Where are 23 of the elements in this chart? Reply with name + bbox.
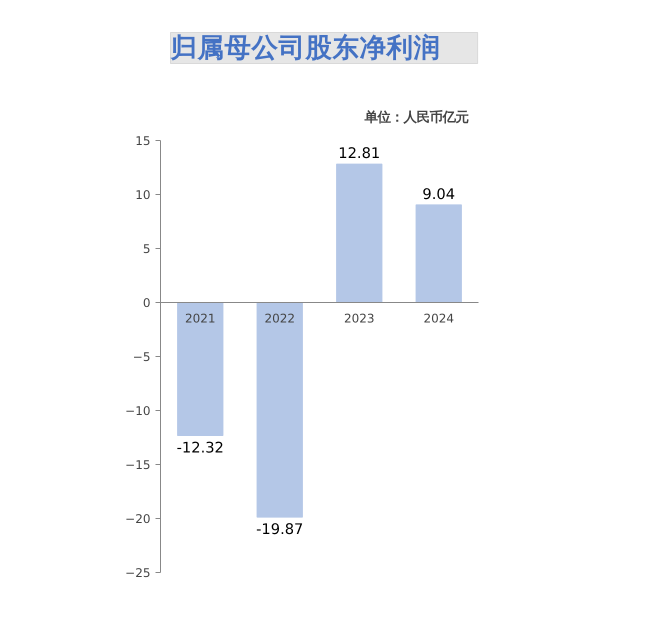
- y-tick-label: −10: [125, 404, 151, 418]
- y-tick-label: 10: [135, 188, 151, 202]
- chart-title: 归属母公司股东净利润: [170, 32, 440, 64]
- x-tick-label: 2023: [344, 312, 375, 326]
- y-tick-label: −25: [125, 566, 151, 580]
- data-label: -19.87: [256, 521, 304, 538]
- x-tick-label: 2021: [184, 312, 216, 326]
- y-tick-label: 15: [135, 134, 151, 148]
- y-tick-label: −20: [125, 512, 151, 526]
- data-label: 12.81: [338, 145, 380, 162]
- y-tick-label: 5: [142, 242, 151, 256]
- y-tick-label: −5: [132, 350, 151, 364]
- x-tick-label: 2022: [264, 312, 296, 326]
- bar: [177, 302, 224, 436]
- x-tick-label: 2024: [423, 312, 454, 326]
- y-tick-label: −15: [125, 458, 151, 472]
- bar: [256, 302, 303, 518]
- bar: [416, 204, 462, 303]
- chart-subtitle: 单位：人民币亿元: [364, 110, 468, 126]
- data-label: -12.32: [176, 440, 224, 457]
- y-tick-label: 0: [142, 296, 151, 310]
- data-label: 9.04: [422, 186, 456, 203]
- bar: [336, 164, 382, 303]
